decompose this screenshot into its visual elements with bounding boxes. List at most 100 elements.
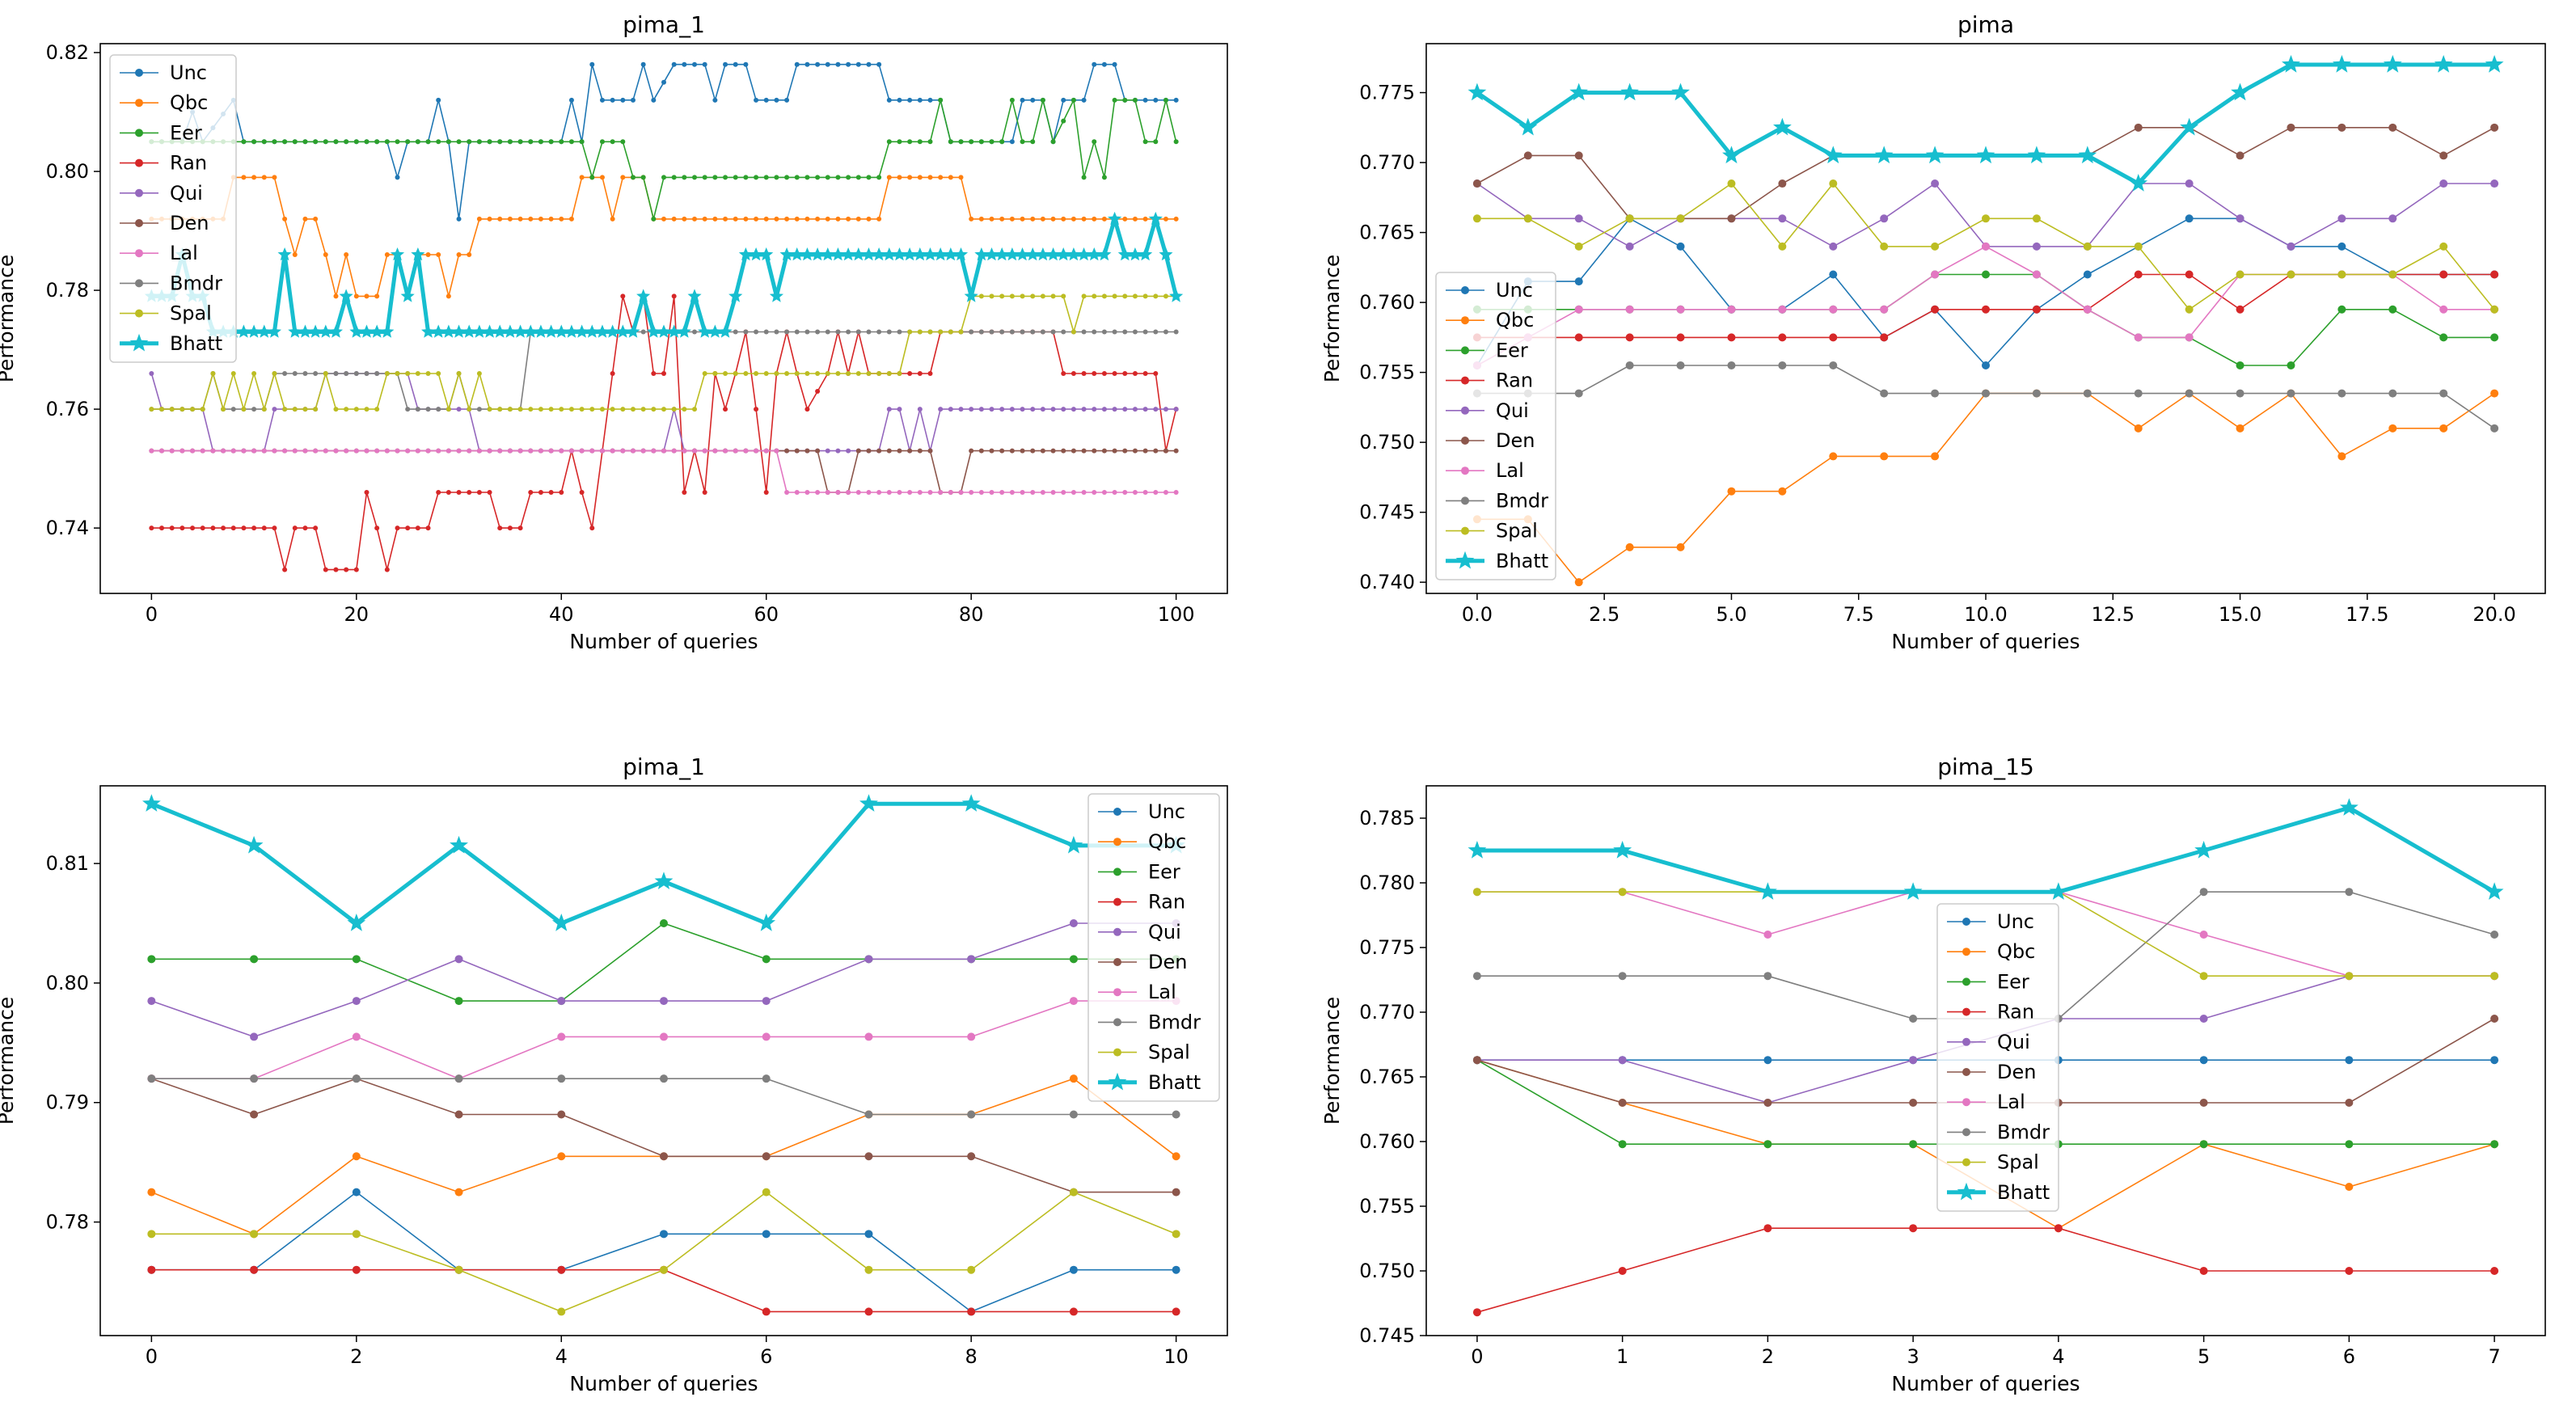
data-point-lal (467, 448, 472, 454)
data-point-spal (159, 407, 165, 412)
data-point-qui (1142, 407, 1148, 412)
data-point-qbc (282, 216, 288, 222)
data-point-lal (1574, 305, 1583, 314)
data-point-qui (999, 407, 1005, 412)
data-point-eer (610, 139, 615, 145)
legend-label-ran: Ran (170, 152, 207, 175)
data-point-qbc (846, 216, 851, 222)
data-point-lal (190, 448, 196, 454)
data-point-unc (2345, 1056, 2354, 1065)
data-point-lal (425, 448, 431, 454)
series-line-spal (151, 1191, 1176, 1313)
data-point-bhatt (707, 324, 722, 338)
data-point-lal (671, 448, 677, 454)
data-point-den (1092, 448, 1097, 454)
data-point-lal (2199, 931, 2208, 939)
data-point-ran (1142, 371, 1148, 376)
data-point-qui (846, 448, 851, 454)
data-point-eer (446, 139, 451, 145)
data-point-spal (1020, 293, 1025, 299)
data-point-bhatt (646, 324, 661, 338)
data-point-lal (723, 448, 728, 454)
data-point-spal (1071, 329, 1076, 335)
data-point-eer (948, 139, 953, 145)
data-point-lal (876, 490, 882, 496)
data-point-bmdr (763, 329, 769, 335)
data-point-qbc (599, 175, 605, 180)
data-point-bhatt (298, 324, 312, 338)
data-point-lal (333, 448, 339, 454)
data-point-ran (467, 490, 472, 496)
data-point-ran (282, 567, 288, 572)
data-point-qbc (2490, 389, 2499, 398)
axes-frame (99, 785, 1228, 1336)
legend-label-bmdr: Bmdr (1496, 489, 1548, 512)
data-point-eer (323, 139, 328, 145)
data-point-lal (815, 490, 821, 496)
data-point-den (1071, 448, 1076, 454)
data-point-unc (784, 97, 790, 103)
data-point-unc (1153, 97, 1159, 103)
data-point-spal (230, 371, 236, 376)
data-point-unc (692, 61, 698, 67)
data-point-unc (754, 97, 759, 103)
data-point-bmdr (1030, 329, 1036, 335)
chart-title: pima_1 (623, 11, 705, 38)
y-axis-label: Performance (0, 997, 18, 1125)
data-point-qui (2388, 214, 2397, 223)
data-point-ran (1153, 371, 1159, 376)
data-point-lal (261, 448, 267, 454)
legend-label-bmdr: Bmdr (1997, 1121, 2050, 1143)
data-point-qui (2199, 1015, 2208, 1023)
data-point-qbc (2439, 424, 2448, 433)
data-point-ran (2345, 1267, 2354, 1275)
data-point-qbc (620, 175, 626, 180)
data-point-eer (251, 139, 257, 145)
data-point-unc (671, 61, 677, 67)
data-point-qbc (353, 293, 359, 299)
data-point-qbc (476, 216, 482, 222)
data-point-ran (1763, 1224, 1772, 1233)
data-point-qbc (1778, 487, 1787, 496)
data-point-lal (395, 448, 400, 454)
data-point-ran (620, 293, 626, 299)
data-point-bmdr (2185, 389, 2194, 398)
data-point-bhatt (1036, 247, 1050, 261)
data-point-qbc (804, 216, 810, 222)
data-point-unc (2490, 1056, 2499, 1065)
data-point-bmdr (353, 371, 359, 376)
data-point-spal (682, 407, 687, 412)
data-point-bmdr (333, 371, 339, 376)
data-point-lal (548, 448, 554, 454)
data-point-bhatt (1569, 82, 1589, 101)
data-point-bmdr (2337, 389, 2346, 398)
legend-marker-qui (1461, 406, 1469, 415)
data-point-spal (241, 407, 247, 412)
data-point-bhatt (483, 324, 497, 338)
legend-marker-den (1113, 958, 1121, 966)
data-point-lal (1009, 490, 1015, 496)
data-point-den (1101, 448, 1107, 454)
data-point-bhatt (1613, 841, 1632, 859)
data-point-den (1081, 448, 1087, 454)
data-point-eer (784, 175, 790, 180)
data-point-bhatt (308, 324, 323, 338)
data-point-bhatt (2049, 882, 2068, 900)
data-point-lal (763, 448, 769, 454)
data-point-bhatt (1722, 146, 1741, 164)
legend-marker-lal (1962, 1098, 1970, 1107)
data-point-lal (487, 448, 492, 454)
data-point-lal (907, 490, 913, 496)
data-point-qbc (292, 251, 298, 257)
data-point-qui (272, 407, 277, 412)
data-point-spal (1676, 214, 1685, 223)
data-point-den (2287, 123, 2295, 132)
data-point-bmdr (978, 329, 984, 335)
data-point-spal (405, 371, 411, 376)
data-point-eer (282, 139, 288, 145)
data-point-qui (660, 997, 668, 1006)
data-point-qui (2185, 179, 2194, 188)
data-point-den (1050, 448, 1056, 454)
data-point-eer (1050, 139, 1056, 145)
legend-label-spal: Spal (170, 302, 212, 325)
